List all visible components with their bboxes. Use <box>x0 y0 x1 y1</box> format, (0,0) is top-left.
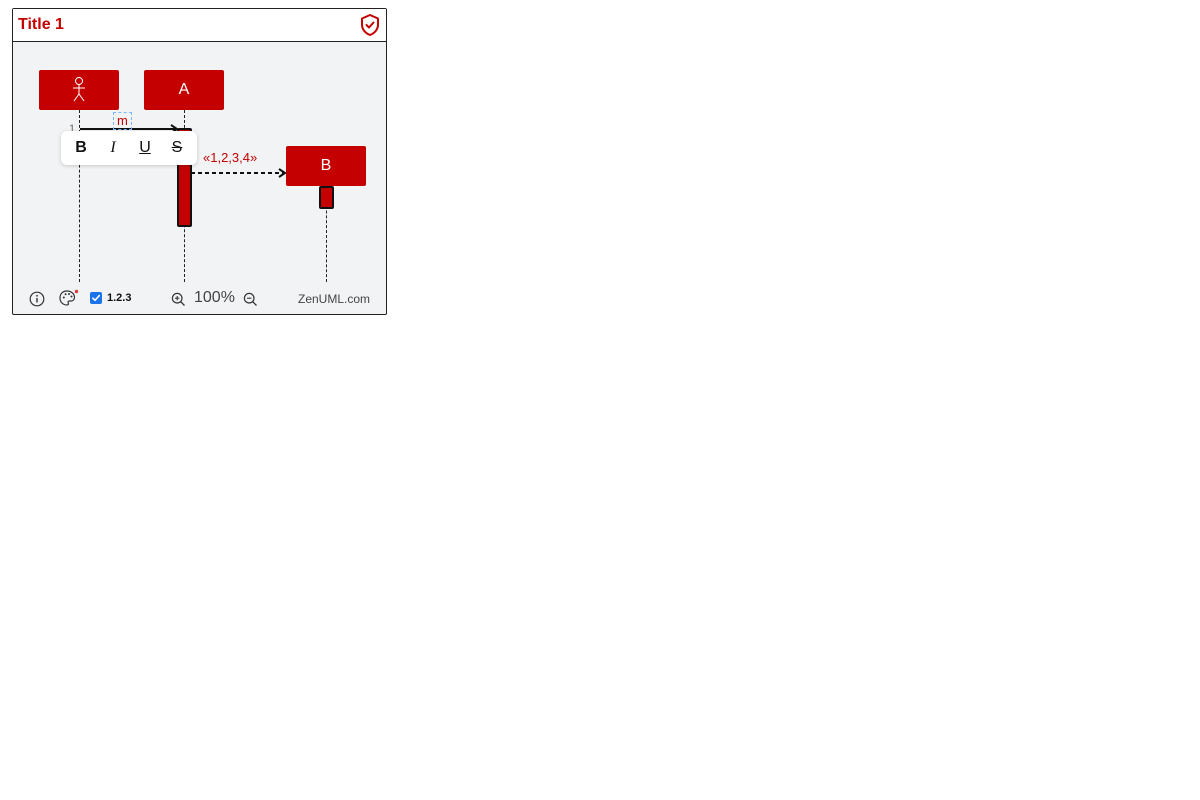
zoom-out-icon[interactable] <box>243 292 258 307</box>
diagram-canvas: A B 1 m «1,2,3,4» B I U S <box>13 42 386 314</box>
diagram-frame: Title 1 A B 1 <box>12 8 387 315</box>
italic-button[interactable]: I <box>110 139 116 156</box>
zoom-level: 100% <box>194 289 235 306</box>
message-label-editor[interactable]: m <box>113 112 132 130</box>
title-bar: Title 1 <box>13 9 386 42</box>
participant-A[interactable]: A <box>144 70 224 110</box>
lifeline-actor <box>79 110 80 282</box>
numbering-toggle[interactable]: 1.2.3 <box>90 292 131 304</box>
numbering-checkbox[interactable] <box>90 292 102 304</box>
format-toolbar: B I U S <box>61 131 197 165</box>
participant-B[interactable]: B <box>286 146 366 186</box>
palette-icon[interactable] <box>59 289 79 307</box>
actor-icon <box>73 77 85 102</box>
zoom-in-icon[interactable] <box>171 292 186 307</box>
lifeline-B <box>326 186 327 282</box>
underline-button[interactable]: U <box>139 139 151 156</box>
message-seq-number: 1 <box>69 123 76 135</box>
info-icon[interactable] <box>29 291 45 307</box>
shield-check-icon[interactable] <box>358 13 382 37</box>
footer-toolbar: 1.2.3 100% ZenUML.com <box>13 284 386 312</box>
brand-link[interactable]: ZenUML.com <box>298 292 371 306</box>
activation-B <box>319 186 334 209</box>
diagram-title[interactable]: Title 1 <box>18 16 64 33</box>
checkmark-icon <box>92 294 101 302</box>
bold-button[interactable]: B <box>75 139 87 156</box>
numbering-label: 1.2.3 <box>107 292 132 304</box>
participant-actor[interactable] <box>39 70 119 110</box>
message-label-creation[interactable]: «1,2,3,4» <box>203 150 258 165</box>
strikethrough-button[interactable]: S <box>171 139 183 156</box>
message-arrow-2[interactable] <box>191 166 291 180</box>
